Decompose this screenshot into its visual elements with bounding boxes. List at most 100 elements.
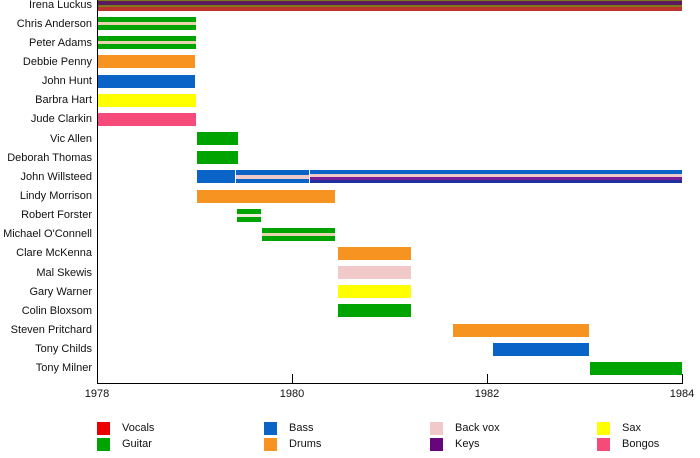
bar-stripe [236, 178, 309, 184]
timeline-bar [98, 74, 195, 88]
timeline-bar [337, 285, 411, 299]
bar-stripe [337, 285, 411, 299]
timeline-bar [197, 151, 239, 165]
legend-swatch [430, 422, 443, 435]
legend-label: Keys [455, 437, 480, 450]
bar-stripe [197, 170, 236, 184]
legend-swatch [430, 437, 443, 451]
bar-stripe [98, 17, 197, 23]
member-row-label: Barbra Hart [35, 94, 92, 107]
bar-stripe [98, 25, 197, 31]
bar-stripe [98, 5, 682, 7]
member-row-label: Deborah Thomas [7, 151, 92, 164]
timeline-bar [337, 304, 411, 318]
member-row-label: Clare McKenna [16, 247, 92, 260]
bar-stripe [492, 342, 590, 356]
member-row-label: Debbie Penny [22, 55, 92, 68]
timeline-bar [197, 170, 236, 184]
bar-stripe [261, 235, 335, 241]
timeline-bar [98, 36, 197, 50]
bar-stripe [590, 361, 682, 375]
timeline-bar [98, 112, 197, 126]
legend-label: Sax [622, 422, 641, 434]
x-axis-line [97, 383, 683, 384]
bar-stripe [98, 44, 197, 50]
timeline-bar [98, 0, 682, 11]
bar-stripe [237, 213, 261, 217]
legend-label: Guitar [122, 437, 152, 450]
timeline-bar [237, 208, 261, 222]
member-row-label: Lindy Morrison [19, 190, 92, 202]
timeline-bar [337, 246, 411, 260]
member-row-label: Steven Pritchard [10, 324, 92, 337]
timeline-bar [236, 170, 309, 184]
axis-tick [682, 374, 683, 383]
bar-stripe [197, 151, 239, 165]
legend-swatch [97, 437, 110, 451]
bar-stripe [309, 173, 682, 177]
y-axis-line [97, 0, 98, 383]
bar-stripe [337, 266, 411, 280]
axis-tick [487, 374, 488, 383]
bar-stripe [98, 0, 682, 1]
timeline-bar [98, 93, 197, 107]
bar-stripe [98, 7, 682, 11]
member-row-label: Tony Milner [35, 362, 92, 375]
legend-swatch [597, 422, 610, 435]
legend-label: Back vox [455, 422, 500, 434]
legend-label: Vocals [122, 422, 155, 434]
member-row-label: Mal Skewis [36, 266, 92, 279]
member-row-label: John Willsteed [20, 170, 92, 183]
axis-tick-label: 1984 [669, 388, 695, 400]
bar-stripe [98, 93, 197, 107]
member-row-label: John Hunt [41, 75, 92, 88]
member-row-label: Irena Luckus [29, 0, 92, 11]
bar-stripe [98, 1, 682, 5]
bar-stripe [261, 227, 335, 233]
legend-label: Drums [289, 437, 322, 450]
legend-swatch [97, 422, 110, 435]
legend-swatch [264, 422, 277, 435]
bar-stripe [197, 189, 335, 203]
bar-stripe [452, 323, 590, 337]
timeline-bar [197, 132, 239, 145]
bar-stripe [237, 208, 261, 214]
timeline-bar [98, 55, 195, 69]
member-row-label: Chris Anderson [16, 17, 92, 30]
legend-swatch [264, 437, 277, 451]
member-row-label: Jude Clarkin [30, 113, 92, 126]
member-row-label: Gary Warner [29, 285, 92, 298]
axis-tick [292, 374, 293, 383]
bar-stripe [236, 175, 309, 179]
timeline-bar [590, 361, 682, 375]
timeline-bar [452, 323, 590, 337]
member-row-label: Tony Childs [35, 343, 92, 356]
bar-stripe [98, 112, 197, 126]
bar-stripe [98, 55, 195, 69]
timeline-bar [337, 266, 411, 280]
bar-stripe [309, 180, 682, 184]
bar-stripe [237, 216, 261, 222]
legend-label: Bass [289, 422, 314, 434]
member-row-label: Vic Allen [50, 132, 92, 145]
bar-stripe [337, 304, 411, 318]
legend-swatch [597, 437, 610, 451]
bar-stripe [261, 232, 335, 236]
timeline-bar [98, 17, 197, 31]
bar-stripe [98, 74, 195, 88]
member-row-label: Michael O'Connell [3, 228, 92, 241]
axis-tick-label: 1980 [279, 388, 305, 400]
timeline-bar [309, 170, 682, 184]
axis-tick-label: 1982 [474, 388, 500, 400]
bar-stripe [98, 36, 197, 42]
member-row-label: Robert Forster [21, 209, 92, 222]
axis-tick [97, 374, 98, 383]
bar-stripe [98, 41, 197, 45]
timeline-bar [492, 342, 590, 356]
timeline-bar [261, 227, 335, 241]
timeline-bar [197, 189, 335, 203]
member-row-label: Colin Bloxsom [21, 304, 92, 317]
bar-stripe [309, 170, 682, 174]
legend-label: Bongos [622, 437, 660, 450]
